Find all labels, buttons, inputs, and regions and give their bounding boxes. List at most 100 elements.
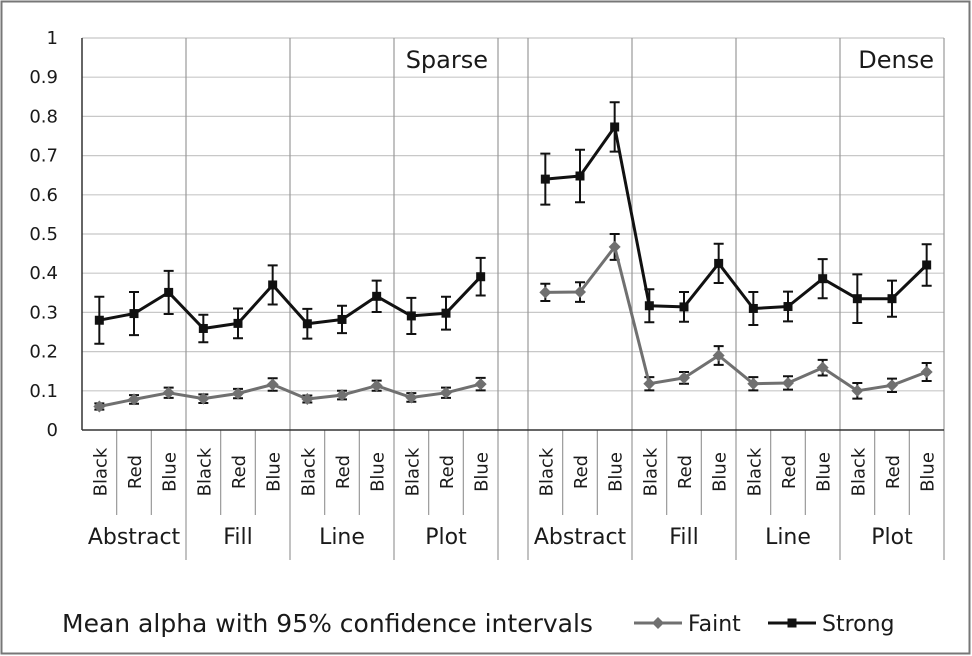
- group-label: Abstract: [88, 525, 181, 550]
- category-label: Red: [437, 455, 458, 489]
- category-label: Red: [229, 455, 250, 489]
- data-point-faint: [782, 376, 794, 389]
- data-point-strong: [644, 301, 654, 311]
- legend-label-strong: Strong: [822, 612, 895, 637]
- data-point-strong: [302, 319, 312, 329]
- data-point-strong: [372, 291, 382, 301]
- data-point-strong: [233, 318, 243, 328]
- category-label: Blue: [710, 452, 731, 492]
- data-point-strong: [441, 308, 451, 318]
- category-label: Red: [125, 455, 146, 489]
- category-separators: [116, 38, 945, 560]
- y-tick-label: 1: [47, 28, 58, 49]
- series-line-strong: [545, 125, 928, 310]
- data-point-faint: [747, 377, 760, 390]
- data-point-strong: [476, 272, 486, 282]
- data-point-strong: [337, 314, 347, 324]
- y-tick-label: 0: [47, 420, 58, 441]
- panel-label: Dense: [858, 46, 934, 74]
- category-label: Red: [779, 455, 800, 489]
- panel-labels: Sparse Dense: [406, 46, 934, 74]
- data-point-faint: [574, 286, 586, 299]
- y-tick-label: 0.7: [29, 146, 58, 167]
- data-point-strong: [198, 323, 208, 333]
- data-point-strong: [575, 171, 585, 181]
- gridlines: [82, 37, 944, 392]
- data-point-faint: [336, 389, 348, 402]
- y-tick-label: 0.8: [29, 106, 58, 127]
- y-axis-ticks: 0 0.1 0.2 0.3 0.4 0.5 0.6 0.7 0.8 0.9 1: [29, 28, 58, 441]
- data-point-faint: [128, 393, 140, 406]
- data-point-faint: [643, 377, 656, 390]
- data-point-faint: [474, 378, 487, 391]
- data-point-faint: [886, 379, 898, 392]
- data-point-strong: [540, 174, 550, 184]
- data-point-faint: [405, 391, 418, 404]
- data-point-faint: [93, 400, 106, 413]
- panel-label: Sparse: [406, 46, 488, 74]
- data-point-strong: [818, 274, 828, 284]
- category-label: Black: [640, 447, 661, 496]
- category-label: Black: [744, 447, 765, 496]
- data-point-strong: [679, 302, 689, 312]
- data-point-faint: [920, 365, 933, 378]
- group-label: Line: [319, 525, 365, 550]
- data-point-strong: [94, 315, 104, 325]
- data-point-faint: [816, 361, 829, 374]
- group-label: Abstract: [534, 525, 627, 550]
- chart-caption: Mean alpha with 95% confidence intervals: [62, 609, 593, 638]
- data-point-strong: [922, 260, 932, 270]
- data-point-faint: [539, 286, 552, 299]
- series-line-strong: [99, 275, 482, 330]
- data-point-faint: [266, 378, 279, 391]
- group-label: Plot: [871, 525, 913, 550]
- data-point-strong: [129, 309, 139, 319]
- axes: [81, 38, 944, 431]
- series-lines: [98, 125, 928, 408]
- x-axis-labels: Black Red Blue Abstract Black Red Blue Fill Blac…: [88, 447, 939, 550]
- data-point-faint: [232, 387, 244, 400]
- data-point-faint: [678, 371, 690, 384]
- data-point-faint: [608, 240, 621, 253]
- category-label: Black: [194, 447, 215, 496]
- group-label: Line: [765, 525, 811, 550]
- category-label: Blue: [264, 452, 285, 492]
- category-label: Blue: [606, 452, 627, 492]
- category-label: Blue: [160, 452, 181, 492]
- data-point-faint: [712, 349, 725, 362]
- series-line-faint: [98, 382, 482, 408]
- data-point-faint: [301, 393, 314, 406]
- data-point-strong: [164, 287, 174, 297]
- legend-marker-strong: [787, 618, 797, 628]
- category-label: Red: [571, 455, 592, 489]
- data-point-strong: [406, 311, 416, 321]
- data-point-faint: [197, 392, 210, 405]
- category-label: Blue: [368, 452, 389, 492]
- category-label: Red: [333, 455, 354, 489]
- category-label: Red: [883, 455, 904, 489]
- y-tick-label: 0.4: [29, 263, 58, 284]
- data-point-faint: [851, 384, 864, 397]
- group-label: Fill: [669, 525, 698, 550]
- legend: Faint Strong: [634, 612, 895, 637]
- category-label: Blue: [472, 452, 493, 492]
- y-tick-label: 0.5: [29, 224, 58, 245]
- y-tick-label: 0.3: [29, 302, 58, 323]
- category-label: Blue: [814, 452, 835, 492]
- data-point-strong: [268, 280, 278, 290]
- data-point-faint: [440, 386, 452, 399]
- data-point-faint: [370, 379, 383, 392]
- y-tick-label: 0.6: [29, 185, 58, 206]
- series-line-faint: [545, 245, 928, 393]
- y-tick-label: 0.1: [29, 381, 58, 402]
- category-label: Black: [536, 447, 557, 496]
- data-point-strong: [887, 294, 897, 304]
- category-label: Blue: [918, 452, 939, 492]
- category-label: Black: [848, 447, 869, 496]
- data-point-strong: [714, 258, 724, 268]
- legend-label-faint: Faint: [688, 612, 741, 637]
- y-tick-label: 0.2: [29, 342, 58, 363]
- data-point-strong: [852, 294, 862, 304]
